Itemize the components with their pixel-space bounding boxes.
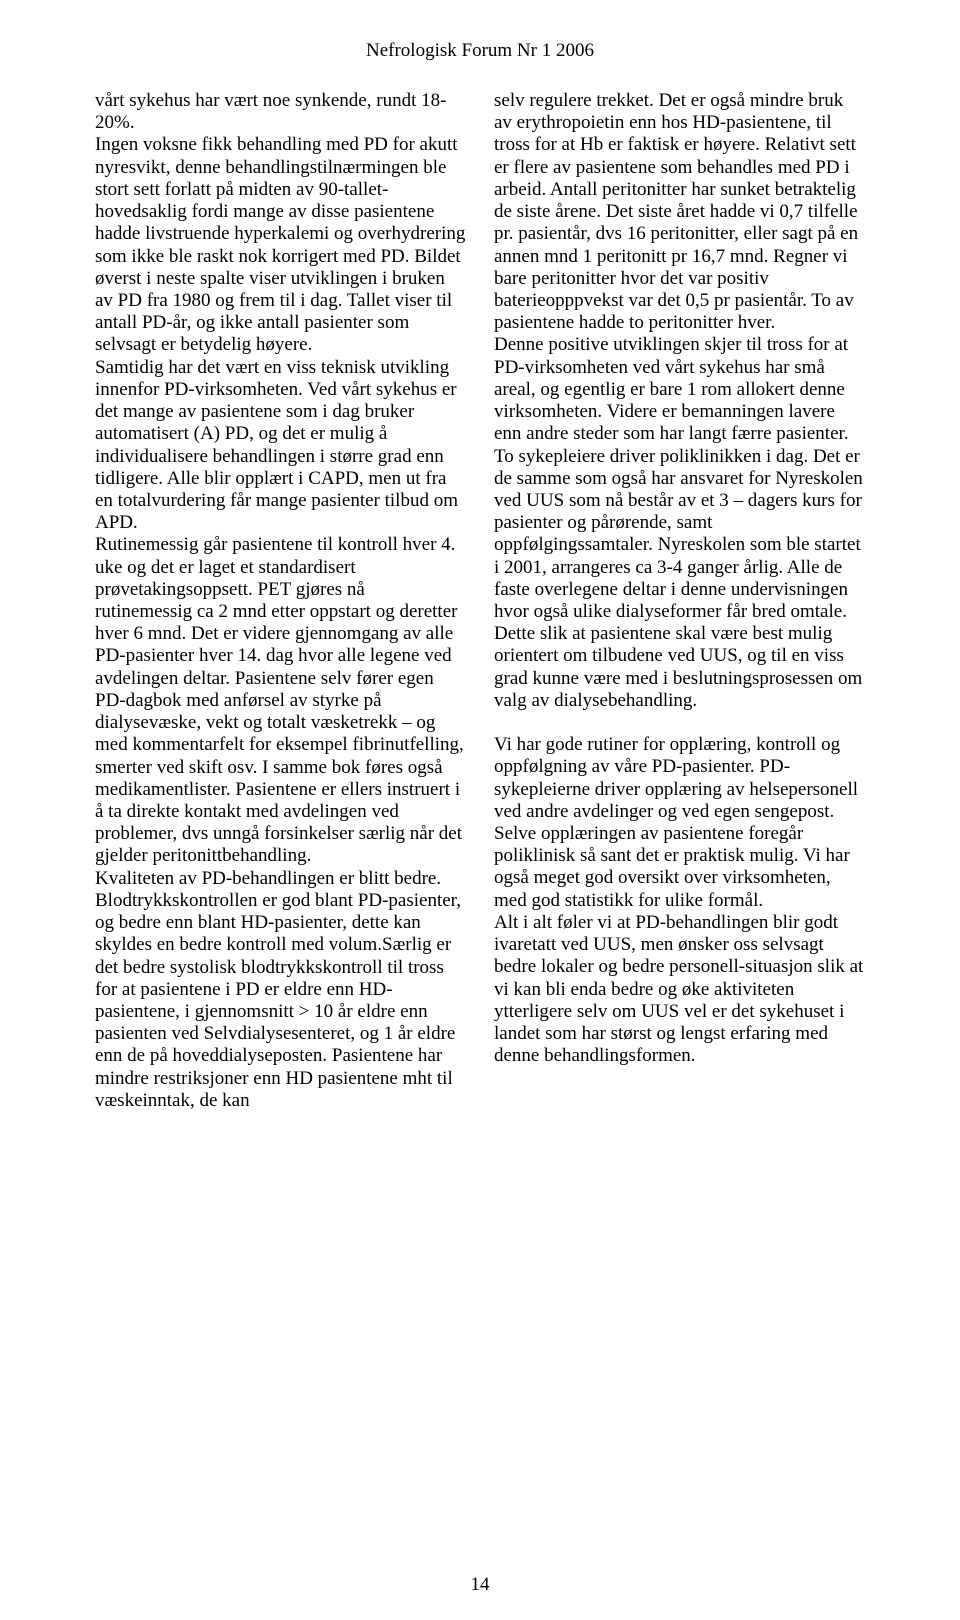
paragraph: Ingen voksne fikk behandling med PD for … — [95, 134, 466, 356]
text-columns: vårt sykehus har vært noe synkende, rund… — [95, 90, 865, 1112]
paragraph: Kvaliteten av PD-behandlingen er blitt b… — [95, 868, 466, 1112]
page-number: 14 — [0, 1574, 960, 1596]
document-page: Nefrologisk Forum Nr 1 2006 vårt sykehus… — [0, 0, 960, 1620]
paragraph: Samtidig har det vært en viss teknisk ut… — [95, 357, 466, 535]
right-column: selv regulere trekket. Det er også mindr… — [494, 90, 865, 1112]
paragraph: Vi har gode rutiner for opplæring, kontr… — [494, 734, 865, 912]
paragraph: Rutinemessig går pasientene til kontroll… — [95, 534, 466, 867]
paragraph: selv regulere trekket. Det er også mindr… — [494, 90, 865, 334]
paragraph: Denne positive utviklingen skjer til tro… — [494, 334, 865, 712]
paragraph-spacer — [494, 712, 865, 734]
page-header: Nefrologisk Forum Nr 1 2006 — [95, 40, 865, 62]
left-column: vårt sykehus har vært noe synkende, rund… — [95, 90, 466, 1112]
paragraph: Alt i alt føler vi at PD-behandlingen bl… — [494, 912, 865, 1068]
paragraph: vårt sykehus har vært noe synkende, rund… — [95, 90, 466, 134]
